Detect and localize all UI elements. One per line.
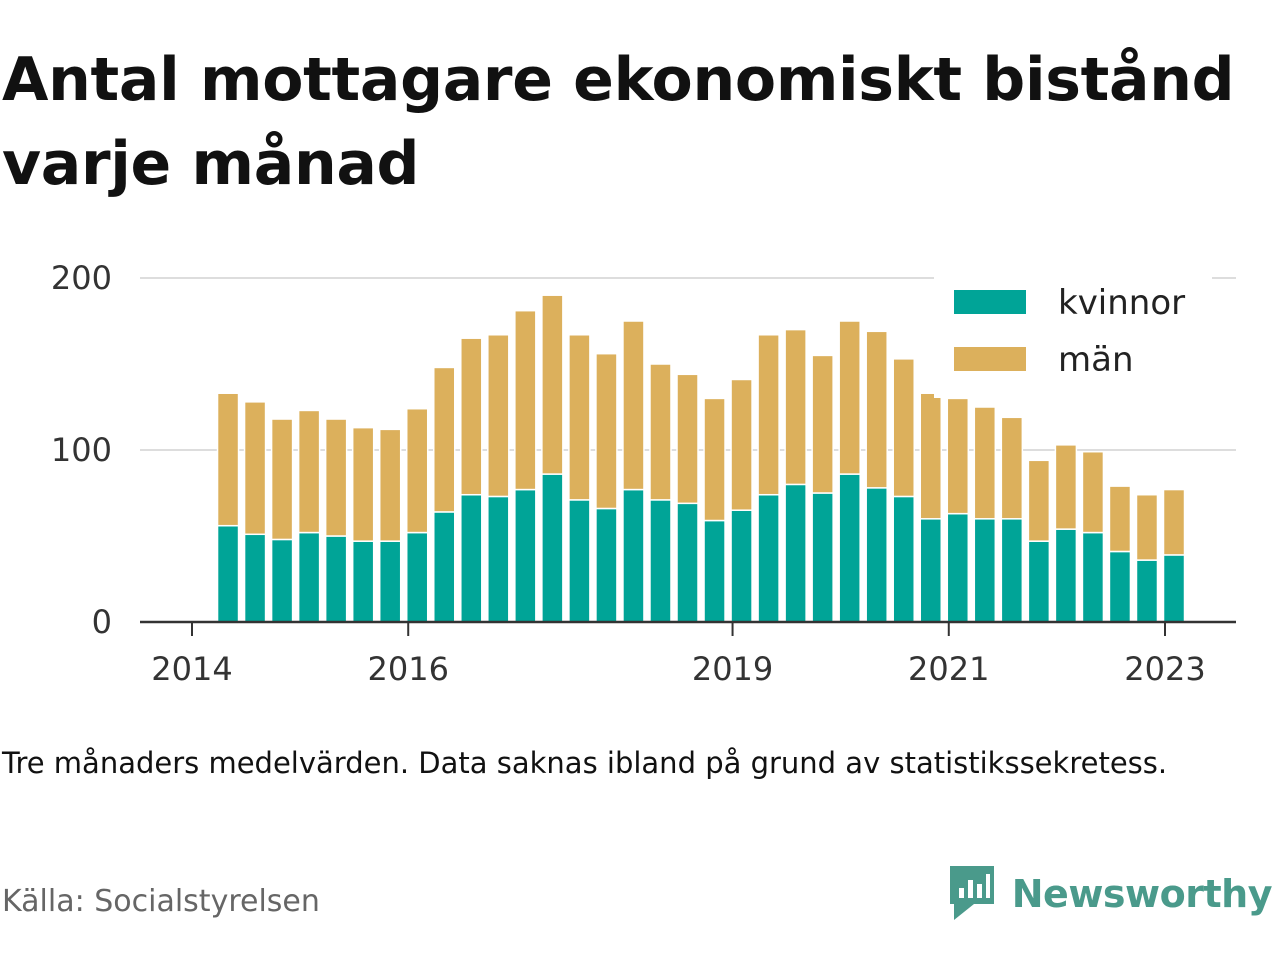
bar-segment-kvinnor [1135,559,1159,623]
bar-segment-mn [1081,450,1105,534]
bar-segment-kvinnor [1054,528,1078,623]
chart-note: Tre månaders medelvärden. Data saknas ib… [2,746,1168,780]
y-tick-label: 100 [51,431,112,469]
bar-segment-kvinnor [1162,554,1186,623]
bar-segment-kvinnor [1000,518,1024,623]
bar-segment-kvinnor [919,518,943,623]
bar-segment-mn [1054,444,1078,530]
bar-segment-kvinnor [595,507,618,623]
source-label: Källa: Socialstyrelsen [2,884,320,919]
bar-segment-mn [243,401,267,536]
bar-segment-mn [973,406,997,520]
bar-segment-kvinnor [1081,531,1105,623]
bar-segment-mn [622,320,645,491]
y-tick-label: 0 [92,603,112,641]
bar-segment-kvinnor [568,499,591,623]
bar-segment-mn [1135,493,1159,561]
bar-segment-mn [1027,459,1051,542]
bar-segment-mn [811,354,834,494]
bar-segment-kvinnor [433,511,456,623]
x-axis-ticks: 2014 2016 2019 2021 2023 [151,622,1206,688]
bar-segment-mn [378,428,402,542]
bar-segment-kvinnor [216,524,240,623]
chart-title: Antal mottagare ekonomiskt bistånd varje… [2,45,1235,199]
bar-segment-kvinnor [946,512,970,623]
bar-segment-mn [1000,416,1024,520]
bar-segment-kvinnor [757,493,780,623]
bar-segment-kvinnor [730,509,753,623]
x-tick-label: 2023 [1124,650,1205,688]
bar-segment-kvinnor [541,473,564,623]
bar-segment-mn [730,378,753,511]
bar-segment-mn [784,328,807,486]
bar-segment-mn [216,392,240,527]
x-tick-label: 2014 [151,650,232,688]
bar-segment-kvinnor [297,531,321,623]
bar-segment-mn [1162,488,1186,556]
bar-segment-kvinnor [865,487,888,623]
bars [216,294,1186,623]
brand-name: Newsworthy [1011,872,1273,916]
bar-segment-mn [324,418,348,537]
bar-segment-kvinnor [378,540,402,623]
bar-segment-kvinnor [811,492,834,623]
bar-segment-kvinnor [838,473,861,623]
bar-segment-kvinnor [973,518,997,623]
bar-segment-kvinnor [460,493,483,623]
bar-segment-mn [351,426,375,542]
bar-segment-kvinnor [351,540,375,623]
bar-segment-mn [541,294,564,475]
bar-segment-mn [676,373,699,505]
bar-segment-mn [703,397,726,522]
bar-segment-kvinnor [649,499,672,623]
bar-segment-kvinnor [405,531,429,623]
bar-segment-kvinnor [892,495,915,623]
bar-segment-kvinnor [784,483,807,623]
bar-segment-mn [433,366,456,513]
bar-segment-kvinnor [1027,540,1051,623]
x-tick-label: 2019 [692,650,773,688]
legend-swatch [954,347,1026,371]
bar-segment-mn [514,309,537,491]
bar-segment-kvinnor [703,519,726,623]
y-axis-ticks: 0 100 200 [51,259,112,641]
bar-segment-mn [460,337,483,496]
brand-logo: Newsworthy [946,862,1273,926]
x-tick-label: 2021 [908,650,989,688]
bar-segment-kvinnor [514,488,537,623]
legend-label: män [1058,340,1134,380]
bar-segment-kvinnor [324,535,348,623]
bar-segment-mn [487,334,510,498]
bar-segment-kvinnor [1108,550,1132,623]
bar-segment-kvinnor [270,538,294,623]
chart: 0 100 200 2014 2016 2019 2021 2023 kvinnor män [51,259,1236,688]
bar-segment-mn [865,330,888,489]
bar-segment-mn [919,392,943,520]
bar-segment-mn [757,334,780,496]
x-tick-label: 2016 [368,650,449,688]
bar-segment-mn [649,363,672,501]
bar-segment-kvinnor [243,533,267,623]
bar-segment-mn [1108,485,1132,553]
legend-swatch [954,290,1026,314]
bar-segment-mn [892,358,915,498]
bar-segment-mn [946,397,970,515]
newsworthy-logo-icon [946,862,998,926]
bar-segment-mn [568,334,591,501]
legend: kvinnor män [934,270,1212,398]
legend-label: kvinnor [1058,283,1185,323]
bar-segment-mn [595,352,618,510]
y-tick-label: 200 [51,259,112,297]
bar-segment-kvinnor [676,502,699,623]
bar-segment-kvinnor [622,488,645,623]
bar-segment-mn [838,320,861,475]
bar-segment-kvinnor [487,495,510,623]
bar-segment-mn [405,407,429,534]
bar-segment-mn [297,409,321,534]
bar-segment-mn [270,418,294,541]
